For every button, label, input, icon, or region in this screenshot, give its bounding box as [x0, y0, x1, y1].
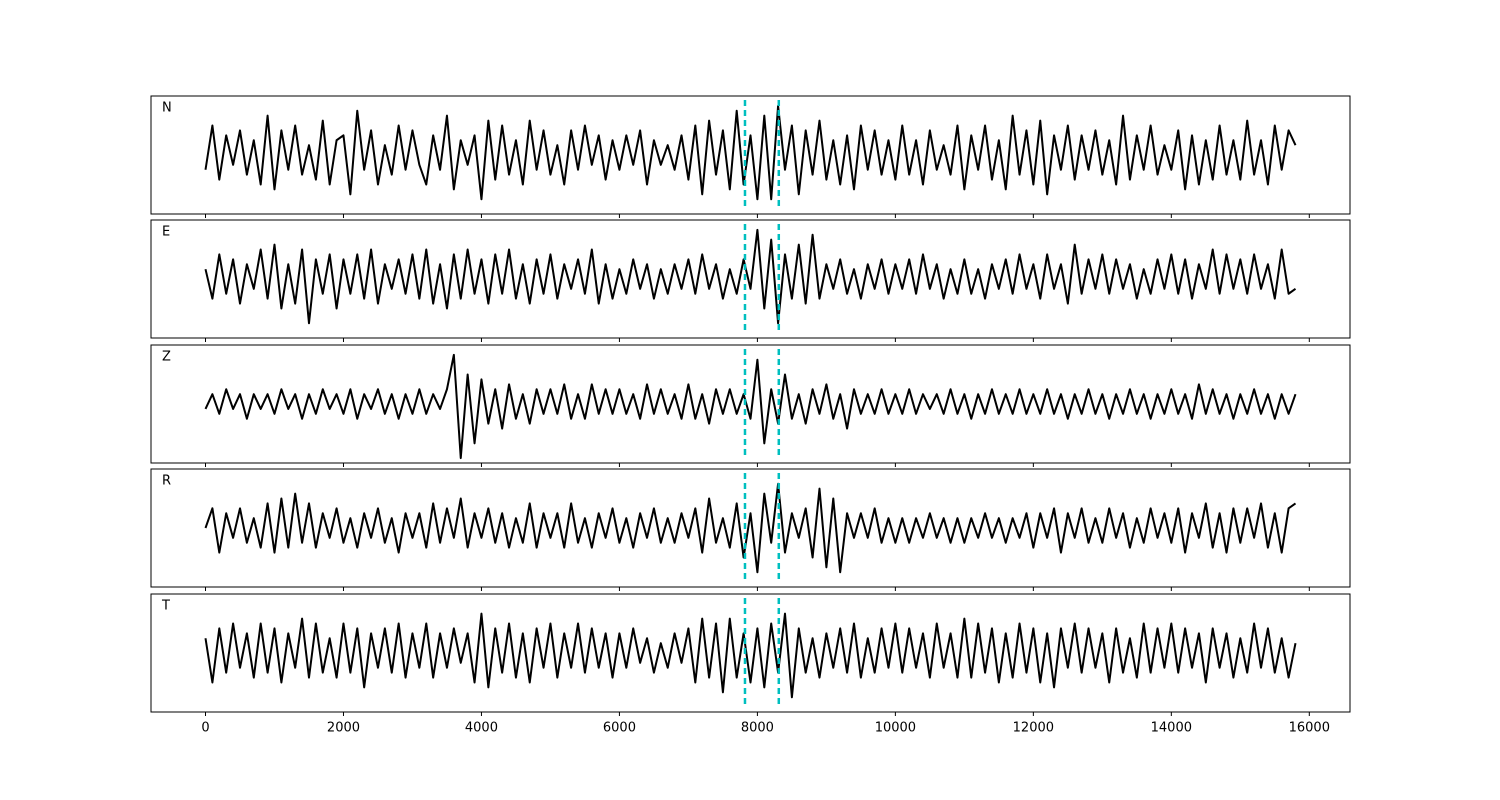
waveform	[204, 612, 1297, 699]
panel-label: T	[161, 599, 170, 614]
x-tick-label: 14000	[1151, 721, 1192, 736]
x-tick-label: 8000	[741, 721, 774, 736]
panel-label: R	[162, 474, 171, 489]
waveform	[204, 104, 1297, 201]
panel-frame	[150, 219, 1351, 339]
x-tick-label: 6000	[603, 721, 636, 736]
waveform	[204, 353, 1297, 460]
x-tick-label: 12000	[1013, 721, 1054, 736]
waveform	[204, 228, 1297, 325]
panel-label: E	[162, 225, 170, 240]
panel-label: N	[162, 101, 172, 116]
waveform	[204, 482, 1297, 574]
x-tick-label: 0	[201, 721, 209, 736]
x-tick-label: 10000	[875, 721, 916, 736]
panel-frame	[150, 344, 1351, 464]
panel-frame	[150, 468, 1351, 588]
panel-frame	[150, 95, 1351, 215]
x-tick-label: 16000	[1289, 721, 1330, 736]
x-tick-label: 2000	[327, 721, 360, 736]
x-tick-label: 4000	[465, 721, 498, 736]
panel-label: Z	[162, 350, 171, 365]
panel-frame	[150, 593, 1351, 713]
